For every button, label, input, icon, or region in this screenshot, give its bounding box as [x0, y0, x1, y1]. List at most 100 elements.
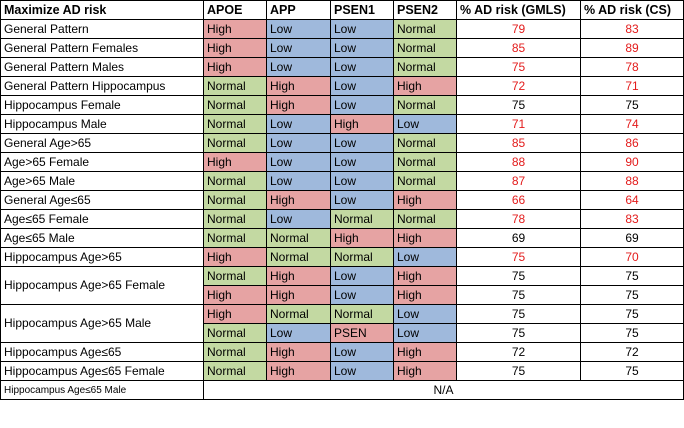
psen1-level-cell: High [330, 114, 394, 134]
table-row: Age≤65 Male Normal Normal High High 69 69 [0, 228, 684, 248]
ad-risk-gmls-cell: 75 [456, 266, 581, 286]
app-level-cell: High [266, 361, 331, 381]
table-row: Age≤65 Female Normal Low Normal Normal 78 83 [0, 209, 684, 229]
table-row: General Pattern Hippocampus Normal High Low… [0, 76, 684, 96]
psen1-level-cell: Low [330, 19, 394, 39]
psen1-level-cell: Low [330, 133, 394, 153]
header-psen2: PSEN2 [393, 0, 457, 20]
header-ad-risk-gmls: % AD risk (GMLS) [456, 0, 581, 20]
app-level-cell: Low [266, 133, 331, 153]
row-label: Hippocampus Age>65 Male [0, 304, 204, 343]
row-label: Age>65 Male [0, 171, 204, 191]
app-level-cell: Low [266, 323, 331, 343]
table-row: Hippocampus Age≤65 Female Normal High Low Hi… [0, 361, 684, 381]
table-row: General Age≤65 Normal High Low High 66 64 [0, 190, 684, 210]
ad-risk-gmls-cell: 85 [456, 38, 581, 58]
apoe-level-cell: Normal [203, 209, 267, 229]
ad-risk-gmls-cell: 78 [456, 209, 581, 229]
apoe-level-cell: High [203, 304, 267, 324]
row-label: General Pattern [0, 19, 204, 39]
table-row: General Pattern High Low Low Normal 79 83 [0, 19, 684, 39]
apoe-level-cell: High [203, 247, 267, 267]
ad-risk-cs-cell: 75 [580, 304, 684, 324]
ad-risk-gmls-cell: 75 [456, 323, 581, 343]
app-level-cell: Low [266, 19, 331, 39]
app-level-cell: High [266, 190, 331, 210]
ad-risk-gmls-cell: 71 [456, 114, 581, 134]
table-row: Hippocampus Age>65 High Normal Normal Low 75 7… [0, 247, 684, 267]
ad-risk-cs-cell: 88 [580, 171, 684, 191]
ad-risk-cs-cell: 75 [580, 95, 684, 115]
psen2-level-cell: Normal [393, 95, 457, 115]
header-row: Maximize AD risk APOE APP PSEN1 PSEN2 % … [0, 0, 684, 20]
psen1-level-cell: Low [330, 342, 394, 362]
row-label: Age≤65 Female [0, 209, 204, 229]
ad-risk-gmls-cell: 69 [456, 228, 581, 248]
psen1-level-cell: Normal [330, 209, 394, 229]
ad-risk-cs-cell: 70 [580, 247, 684, 267]
ad-risk-cs-cell: 72 [580, 342, 684, 362]
psen2-level-cell: Normal [393, 57, 457, 77]
app-level-cell: Low [266, 57, 331, 77]
ad-risk-gmls-cell: 87 [456, 171, 581, 191]
ad-risk-cs-cell: 89 [580, 38, 684, 58]
apoe-level-cell: Normal [203, 361, 267, 381]
psen2-level-cell: High [393, 285, 457, 305]
psen2-level-cell: Normal [393, 133, 457, 153]
psen2-level-cell: High [393, 76, 457, 96]
psen2-level-cell: Low [393, 304, 457, 324]
psen1-level-cell: Low [330, 38, 394, 58]
psen2-level-cell: Low [393, 323, 457, 343]
row-label: Hippocampus Male [0, 114, 204, 134]
ad-risk-cs-cell: 86 [580, 133, 684, 153]
ad-risk-cs-cell: 83 [580, 19, 684, 39]
apoe-level-cell: High [203, 152, 267, 172]
not-available-cell: N/A [203, 380, 684, 400]
psen1-level-cell: Low [330, 95, 394, 115]
ad-risk-gmls-cell: 75 [456, 247, 581, 267]
app-level-cell: Low [266, 171, 331, 191]
ad-risk-cs-cell: 75 [580, 285, 684, 305]
table-row: High High Low High 75 75 [1, 285, 684, 305]
header-maximize-ad-risk: Maximize AD risk [0, 0, 204, 20]
psen2-level-cell: High [393, 266, 457, 286]
psen2-level-cell: High [393, 190, 457, 210]
app-level-cell: Normal [266, 228, 331, 248]
apoe-level-cell: Normal [203, 266, 267, 286]
ad-risk-cs-cell: 78 [580, 57, 684, 77]
apoe-level-cell: High [203, 38, 267, 58]
table-row: General Pattern Males High Low Low Normal 75 7… [0, 57, 684, 77]
ad-risk-cs-cell: 75 [580, 266, 684, 286]
row-label: Hippocampus Age≤65 [0, 342, 204, 362]
psen1-level-cell: Low [330, 190, 394, 210]
psen2-level-cell: High [393, 228, 457, 248]
table-row: Hippocampus Age≤65 Normal High Low High 72 72 [0, 342, 684, 362]
row-label: General Age≤65 [0, 190, 204, 210]
ad-risk-gmls-cell: 75 [456, 361, 581, 381]
table-row: General Pattern Females High Low Low Normal 8… [0, 38, 684, 58]
row-label: Hippocampus Age>65 [0, 247, 204, 267]
table-row: Normal Low PSEN Low 75 75 [1, 323, 684, 343]
ad-risk-cs-cell: 69 [580, 228, 684, 248]
apoe-level-cell: Normal [203, 76, 267, 96]
apoe-level-cell: Normal [203, 171, 267, 191]
psen2-level-cell: High [393, 342, 457, 362]
row-label: Hippocampus Female [0, 95, 204, 115]
ad-risk-cs-cell: 74 [580, 114, 684, 134]
ad-risk-gmls-cell: 72 [456, 76, 581, 96]
row-label: Hippocampus Age>65 Female [0, 266, 204, 305]
apoe-level-cell: Normal [203, 114, 267, 134]
table-row: Hippocampus Male Normal Low High Low 71 74 [0, 114, 684, 134]
apoe-level-cell: High [203, 19, 267, 39]
ad-risk-cs-cell: 83 [580, 209, 684, 229]
table-row: General Age>65 Normal Low Low Normal 85 86 [0, 133, 684, 153]
psen1-level-cell: High [330, 228, 394, 248]
psen1-level-cell: Low [330, 285, 394, 305]
app-level-cell: Low [266, 114, 331, 134]
psen1-level-cell: Low [330, 57, 394, 77]
ad-risk-table: Maximize AD risk APOE APP PSEN1 PSEN2 % … [0, 0, 684, 400]
psen2-level-cell: Normal [393, 171, 457, 191]
ad-risk-cs-cell: 75 [580, 361, 684, 381]
app-level-cell: High [266, 95, 331, 115]
psen2-level-cell: High [393, 361, 457, 381]
